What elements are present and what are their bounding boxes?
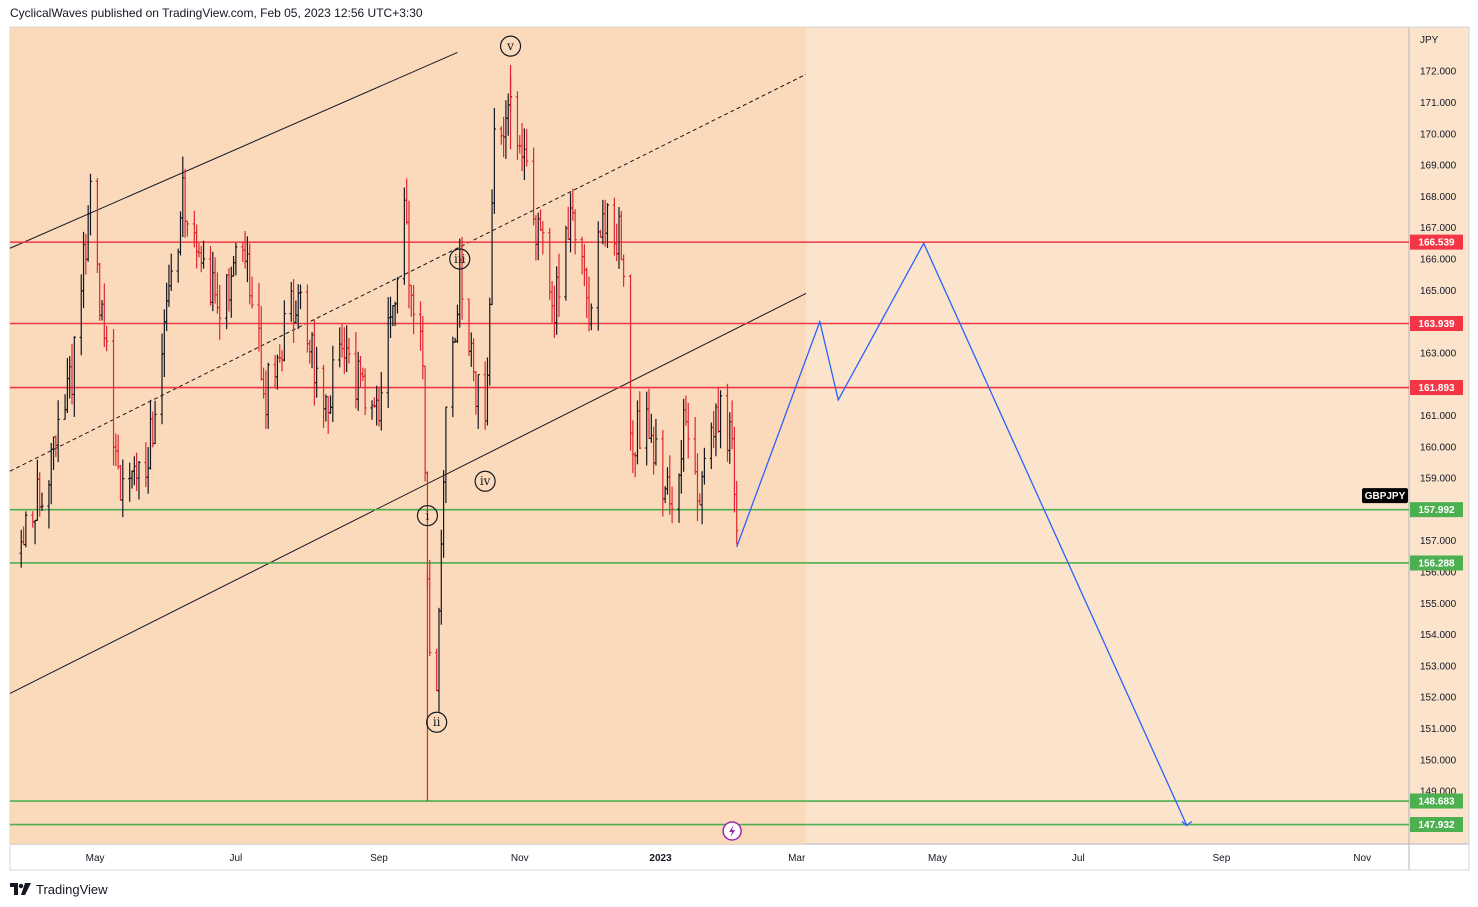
price-tag-box: [1410, 793, 1463, 809]
channel-lower-line: [9, 292, 807, 694]
price-tick-label: 172.000: [1420, 67, 1457, 78]
price-tick-label: 152.000: [1420, 693, 1457, 704]
channel-layer: [9, 27, 807, 844]
price-tick-label: 163.000: [1420, 348, 1457, 359]
wave-label-v: v: [499, 35, 522, 57]
wave-label-circle: [416, 505, 439, 527]
candles-layer: [19, 64, 739, 802]
price-tag-148.683: 148.683: [1410, 793, 1463, 809]
price-tags-layer: 166.539 163.939 161.893 157.992 156.288 148.6…: [1362, 234, 1463, 833]
price-tag-text: 163.939: [1418, 319, 1455, 330]
time-tick-label: May: [928, 853, 947, 864]
price-tick-label: 161.000: [1420, 411, 1457, 422]
wave-label-text: iii: [454, 252, 466, 266]
time-tick-label: Nov: [1353, 853, 1371, 864]
price-tick-label: 150.000: [1420, 755, 1457, 766]
lightning-alert-icon[interactable]: [722, 821, 742, 841]
price-tick-label: 169.000: [1420, 161, 1457, 172]
price-tick-label: 171.000: [1420, 98, 1457, 109]
symbol-tag-box: [1362, 488, 1408, 504]
time-tick-label: Sep: [370, 853, 388, 864]
projection-arrow-head: [1181, 821, 1193, 827]
wave-label-iii: iii: [449, 248, 471, 270]
wave-label-ii: ii: [426, 711, 448, 733]
price-tag-box: [1410, 555, 1463, 571]
price-tick-label: 149.000: [1420, 787, 1457, 798]
wave-label-text: v: [506, 39, 514, 53]
price-tag-box: [1410, 316, 1463, 332]
price-axis-background: [1409, 27, 1469, 844]
channel-shade: [10, 27, 806, 844]
price-tag-text: 147.932: [1418, 820, 1455, 831]
time-tick-label: Jul: [1072, 853, 1085, 864]
wave-label-text: i: [426, 509, 430, 523]
projection-path: [736, 241, 1188, 826]
price-tick-label: 168.000: [1420, 192, 1457, 203]
price-tag-box: [1410, 380, 1463, 396]
footer-branding[interactable]: TradingView: [10, 880, 108, 898]
wave-label-circle: [499, 35, 522, 57]
wave-label-text: ii: [433, 715, 441, 729]
price-tick-label: 167.000: [1420, 223, 1457, 234]
price-tag-text: 157.992: [1418, 505, 1455, 516]
price-tag-text: 161.893: [1418, 383, 1455, 394]
price-tag-box: [1410, 502, 1463, 518]
wave-label-i: i: [416, 505, 439, 527]
price-tag-text: 148.683: [1418, 797, 1455, 808]
price-tag-text: 156.288: [1418, 558, 1455, 569]
time-tick-label: Sep: [1212, 853, 1230, 864]
price-tick-label: 165.000: [1420, 286, 1457, 297]
wave-label-iv: iv: [474, 470, 496, 492]
price-tick-label: 153.000: [1420, 661, 1457, 672]
price-tag-156.288: 156.288: [1410, 555, 1463, 571]
price-tick-label: 156.000: [1420, 568, 1457, 579]
price-tick-label: 155.000: [1420, 599, 1457, 610]
currency-label: JPY: [1420, 35, 1439, 46]
wave-label-circle: [426, 711, 448, 733]
price-tag-161.893: 161.893: [1410, 380, 1463, 396]
tradingview-logo-icon: [10, 883, 31, 895]
time-tick-label: May: [86, 853, 105, 864]
price-tag-text: 166.539: [1418, 238, 1455, 249]
channel-middle-line: [9, 73, 807, 472]
wave-label-circle: [474, 470, 496, 492]
tradingview-brand-text: TradingView: [36, 881, 108, 897]
time-tick-label: Jul: [229, 853, 242, 864]
price-tick-label: 166.000: [1420, 255, 1457, 266]
price-tag-box: [1410, 817, 1463, 833]
time-tick-label: Mar: [788, 853, 806, 864]
wave-label-circle: [449, 248, 471, 270]
price-tick-label: 170.000: [1420, 129, 1457, 140]
price-tag-box: [1410, 234, 1463, 250]
time-tick-label: Nov: [511, 853, 529, 864]
wave-label-text: iv: [480, 474, 491, 488]
price-tick-label: 159.000: [1420, 474, 1457, 485]
price-tag-157.992: 157.992: [1410, 502, 1463, 518]
price-tick-label: 157.000: [1420, 536, 1457, 547]
price-tag-147.932: 147.932: [1410, 817, 1463, 833]
lightning-bolt: [729, 825, 736, 837]
projection-layer: [736, 241, 1193, 827]
time-axis[interactable]: May Jul Sep Nov 2023 Mar May Jul Sep Nov: [86, 853, 1371, 864]
time-tick-label: 2023: [649, 853, 672, 864]
symbol-tag: GBPJPY: [1362, 488, 1408, 504]
price-tick-label: 154.000: [1420, 630, 1457, 641]
channel-upper-line: [9, 51, 458, 249]
time-axis-background: [10, 844, 1469, 870]
price-tick-label: 151.000: [1420, 724, 1457, 735]
publish-header: CyclicalWaves published on TradingView.c…: [10, 6, 423, 20]
price-tag-163.939: 163.939: [1410, 316, 1463, 332]
price-tag-166.539: 166.539: [1410, 234, 1463, 250]
price-tick-label: 160.000: [1420, 442, 1457, 453]
symbol-tag-text: GBPJPY: [1365, 491, 1406, 502]
